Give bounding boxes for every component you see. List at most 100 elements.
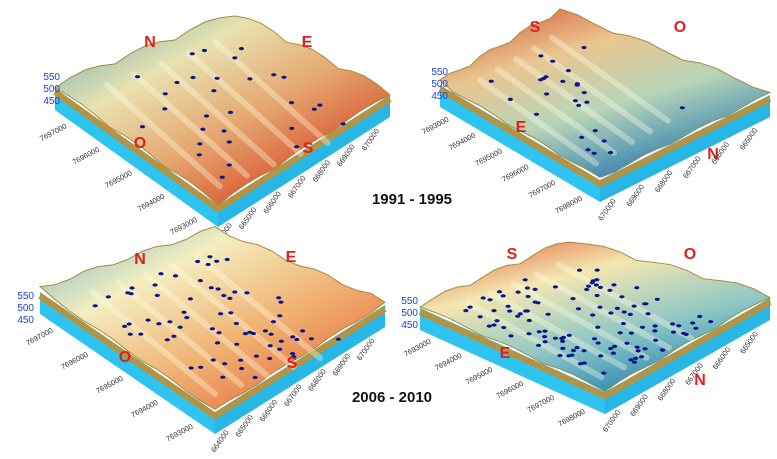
well-dot <box>491 323 496 326</box>
z-tick-label: 450 <box>17 315 34 326</box>
well-dot <box>611 283 616 286</box>
z-tick-label: 550 <box>17 291 34 302</box>
well-dot <box>491 309 496 312</box>
well-dot <box>611 352 616 355</box>
well-dot <box>220 176 225 179</box>
well-dot <box>218 312 223 315</box>
axis-label: 7694000 <box>129 398 159 420</box>
well-dot <box>629 332 634 335</box>
well-dot <box>533 288 538 291</box>
well-dot <box>655 298 660 301</box>
axis-label: 7697000 <box>526 393 556 415</box>
well-dot <box>225 258 230 261</box>
well-dot <box>592 337 597 340</box>
well-dot <box>214 260 219 263</box>
axis-label: 7695000 <box>94 374 124 396</box>
period-label: 1991 - 1995 <box>372 191 452 208</box>
well-dot <box>468 306 473 309</box>
well-dot <box>646 312 651 315</box>
well-dot <box>140 125 145 128</box>
compass-label: N <box>144 34 156 51</box>
compass-label: S <box>303 140 314 157</box>
well-dot <box>643 302 648 305</box>
well-dot <box>501 294 506 297</box>
well-dot <box>681 332 686 335</box>
axis-label: 7698000 <box>554 194 584 216</box>
well-dot <box>596 341 601 344</box>
well-dot <box>652 329 657 332</box>
well-dot <box>277 314 282 317</box>
well-dot <box>155 294 160 297</box>
well-dot <box>557 354 562 357</box>
axis-label: 7695000 <box>103 168 133 190</box>
well-dot <box>582 91 587 94</box>
well-dot <box>106 295 111 298</box>
well-dot <box>239 47 244 50</box>
well-dot <box>560 80 565 83</box>
axis-label: 7693000 <box>164 422 194 444</box>
well-dot <box>516 291 521 294</box>
axis-label: 7696000 <box>495 379 525 401</box>
well-dot <box>560 347 565 350</box>
well-dot <box>690 321 695 324</box>
well-dot <box>278 301 283 304</box>
compass-label: S <box>507 246 518 263</box>
well-dot <box>481 296 486 299</box>
axis-label: 7697000 <box>527 178 557 200</box>
well-dot <box>597 306 602 309</box>
well-dot <box>542 335 547 338</box>
well-dot <box>575 82 580 85</box>
compass-label: O <box>119 349 131 366</box>
well-dot <box>546 313 551 316</box>
well-dot <box>232 290 237 293</box>
well-dot <box>581 46 586 49</box>
z-tick-label: 500 <box>43 84 60 95</box>
well-dot <box>585 148 590 151</box>
well-dot <box>489 80 494 83</box>
well-dot <box>582 362 587 365</box>
well-dot <box>624 342 629 345</box>
well-dot <box>254 355 259 358</box>
well-dot <box>206 263 211 266</box>
compass-label: O <box>134 135 146 152</box>
well-dot <box>289 101 294 104</box>
well-dot <box>537 330 542 333</box>
well-dot <box>210 327 215 330</box>
well-dot <box>680 106 685 109</box>
well-dot <box>579 136 584 139</box>
well-dot <box>228 311 233 314</box>
well-dot <box>336 338 341 341</box>
well-dot <box>595 269 600 272</box>
well-dot <box>621 322 626 325</box>
well-dot <box>227 140 232 143</box>
well-dot <box>697 315 702 318</box>
well-dot <box>508 334 513 337</box>
well-dot <box>215 77 220 80</box>
well-dot <box>162 107 167 110</box>
well-dot <box>122 325 127 328</box>
well-dot <box>595 326 600 329</box>
compass-label: E <box>516 119 527 136</box>
axis-label: 7696000 <box>59 350 89 372</box>
well-dot <box>598 286 603 289</box>
well-dot <box>127 322 132 325</box>
well-dot <box>594 283 599 286</box>
well-dot <box>222 362 227 365</box>
well-dot <box>181 311 186 314</box>
well-dot <box>243 332 248 335</box>
well-dot <box>526 332 531 335</box>
well-dot <box>171 335 176 338</box>
well-dot <box>216 331 221 334</box>
well-dot <box>158 272 163 275</box>
well-dot <box>125 291 130 294</box>
axis-label: 664000 <box>209 428 231 454</box>
well-dot <box>294 145 299 148</box>
well-dot <box>135 75 140 78</box>
compass-label: E <box>302 34 313 51</box>
well-dot <box>598 354 603 357</box>
well-dot <box>660 349 665 352</box>
well-dot <box>590 313 595 316</box>
well-dot <box>632 305 637 308</box>
well-dot <box>543 340 548 343</box>
well-dot <box>643 347 648 350</box>
